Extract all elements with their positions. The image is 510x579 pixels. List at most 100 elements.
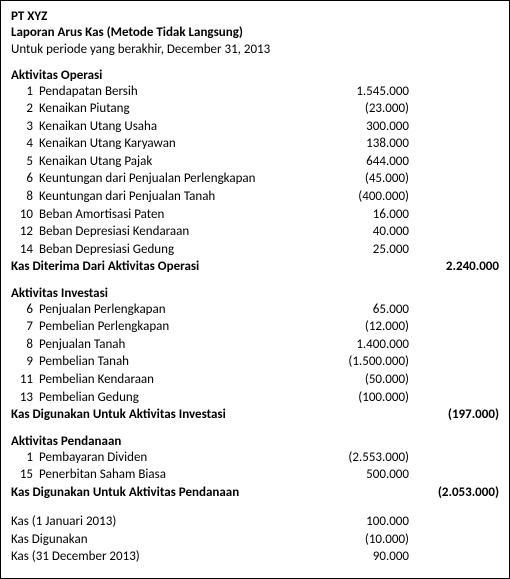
line-item: 6Keuntungan dari Penjualan Perlengkapan(… [11,170,499,188]
report-title: Laporan Arus Kas (Metode Tidak Langsung) [11,25,499,41]
subtotal-operasi-amount: 2.240.000 [409,258,499,276]
line-item-amount: 25.000 [319,241,409,259]
line-item-no: 8 [11,188,39,206]
line-item-label: Pembelian Perlengkapan [39,318,319,336]
section-investasi-items: 6Penjualan Perlengkapan65.0007Pembelian … [11,301,499,406]
line-item-amount: 138.000 [319,135,409,153]
line-item-amount: (45.000) [319,170,409,188]
line-item-amount: (100.000) [319,389,409,407]
summary-row: Kas (31 December 2013)90.000 [11,548,499,566]
line-item-label: Pembelian Gedung [39,389,319,407]
subtotal-pendanaan: Kas Digunakan Untuk Aktivitas Pendanaan … [11,484,499,502]
line-item-label: Kenaikan Utang Usaha [39,118,319,136]
summary-amount: 100.000 [319,513,409,531]
line-item-label: Keuntungan dari Penjualan Perlengkapan [39,170,319,188]
section-title-operasi: Aktivitas Operasi [11,68,499,83]
line-item: 5Kenaikan Utang Pajak644.000 [11,153,499,171]
line-item-amount: 500.000 [319,466,409,484]
line-item-no: 11 [11,371,39,389]
summary-label: Kas Digunakan [11,531,319,549]
line-item-no: 3 [11,118,39,136]
line-item-label: Keuntungan dari Penjualan Tanah [39,188,319,206]
line-item: 4Kenaikan Utang Karyawan138.000 [11,135,499,153]
summary-amount: (10.000) [319,531,409,549]
line-item: 11Pembelian Kendaraan(50.000) [11,371,499,389]
line-item-amount: (2.553.000) [319,449,409,467]
line-item-amount: 1.545.000 [319,83,409,101]
line-item-label: Penjualan Perlengkapan [39,301,319,319]
section-operasi-items: 1Pendapatan Bersih1.545.0002Kenaikan Piu… [11,83,499,258]
summary-label: Kas (31 December 2013) [11,548,319,566]
report-period: Untuk periode yang berakhir, December 31… [11,42,499,58]
line-item-no: 6 [11,301,39,319]
line-item-label: Pembayaran Dividen [39,449,319,467]
summary-row: Kas (1 Januari 2013)100.000 [11,513,499,531]
line-item-no: 9 [11,353,39,371]
section-title-investasi: Aktivitas Investasi [11,286,499,301]
line-item: 12Beban Depresiasi Kendaraan40.000 [11,223,499,241]
line-item: 9Pembelian Tanah(1.500.000) [11,353,499,371]
report-header: PT XYZ Laporan Arus Kas (Metode Tidak La… [11,9,499,58]
line-item-no: 10 [11,206,39,224]
line-item-no: 2 [11,100,39,118]
line-item: 14Beban Depresiasi Gedung25.000 [11,241,499,259]
line-item-no: 1 [11,449,39,467]
line-item-no: 8 [11,336,39,354]
line-item-label: Penerbitan Saham Biasa [39,466,319,484]
line-item-amount: 300.000 [319,118,409,136]
line-item-no: 4 [11,135,39,153]
subtotal-investasi-amount: (197.000) [409,406,499,424]
line-item-amount: 40.000 [319,223,409,241]
line-item-amount: (23.000) [319,100,409,118]
line-item: 6Penjualan Perlengkapan65.000 [11,301,499,319]
line-item-amount: 65.000 [319,301,409,319]
line-item-label: Beban Depresiasi Kendaraan [39,223,319,241]
line-item-label: Pembelian Kendaraan [39,371,319,389]
line-item: 8Penjualan Tanah1.400.000 [11,336,499,354]
line-item-amount: (50.000) [319,371,409,389]
report-page: PT XYZ Laporan Arus Kas (Metode Tidak La… [0,0,510,579]
line-item-label: Kenaikan Utang Pajak [39,153,319,171]
line-item: 2Kenaikan Piutang(23.000) [11,100,499,118]
line-item-no: 5 [11,153,39,171]
subtotal-operasi: Kas Diterima Dari Aktivitas Operasi 2.24… [11,258,499,276]
subtotal-operasi-label: Kas Diterima Dari Aktivitas Operasi [11,258,319,276]
company-name: PT XYZ [11,9,499,25]
line-item: 10Beban Amortisasi Paten16.000 [11,206,499,224]
line-item-label: Penjualan Tanah [39,336,319,354]
summary-row: Kas Digunakan(10.000) [11,531,499,549]
line-item-label: Kenaikan Piutang [39,100,319,118]
line-item-no: 14 [11,241,39,259]
line-item-amount: (400.000) [319,188,409,206]
subtotal-pendanaan-label: Kas Digunakan Untuk Aktivitas Pendanaan [11,484,319,502]
subtotal-investasi: Kas Digunakan Untuk Aktivitas Investasi … [11,406,499,424]
line-item-amount: (12.000) [319,318,409,336]
line-item: 13Pembelian Gedung(100.000) [11,389,499,407]
line-item-amount: 1.400.000 [319,336,409,354]
line-item-label: Pendapatan Bersih [39,83,319,101]
section-pendanaan-items: 1Pembayaran Dividen(2.553.000)15Penerbit… [11,449,499,484]
line-item: 7Pembelian Perlengkapan(12.000) [11,318,499,336]
section-title-pendanaan: Aktivitas Pendanaan [11,434,499,449]
line-item-amount: 644.000 [319,153,409,171]
line-item: 15Penerbitan Saham Biasa500.000 [11,466,499,484]
line-item-no: 6 [11,170,39,188]
subtotal-investasi-label: Kas Digunakan Untuk Aktivitas Investasi [11,406,319,424]
line-item-amount: 16.000 [319,206,409,224]
line-item-no: 15 [11,466,39,484]
line-item: 3Kenaikan Utang Usaha300.000 [11,118,499,136]
subtotal-pendanaan-amount: (2.053.000) [409,484,499,502]
line-item-label: Kenaikan Utang Karyawan [39,135,319,153]
line-item: 1Pendapatan Bersih1.545.000 [11,83,499,101]
line-item: 1Pembayaran Dividen(2.553.000) [11,449,499,467]
summary-block: Kas (1 Januari 2013)100.000Kas Digunakan… [11,513,499,566]
line-item-label: Beban Amortisasi Paten [39,206,319,224]
line-item-label: Pembelian Tanah [39,353,319,371]
summary-amount: 90.000 [319,548,409,566]
line-item-no: 13 [11,389,39,407]
line-item: 8Keuntungan dari Penjualan Tanah(400.000… [11,188,499,206]
line-item-no: 7 [11,318,39,336]
summary-label: Kas (1 Januari 2013) [11,513,319,531]
line-item-no: 12 [11,223,39,241]
line-item-label: Beban Depresiasi Gedung [39,241,319,259]
